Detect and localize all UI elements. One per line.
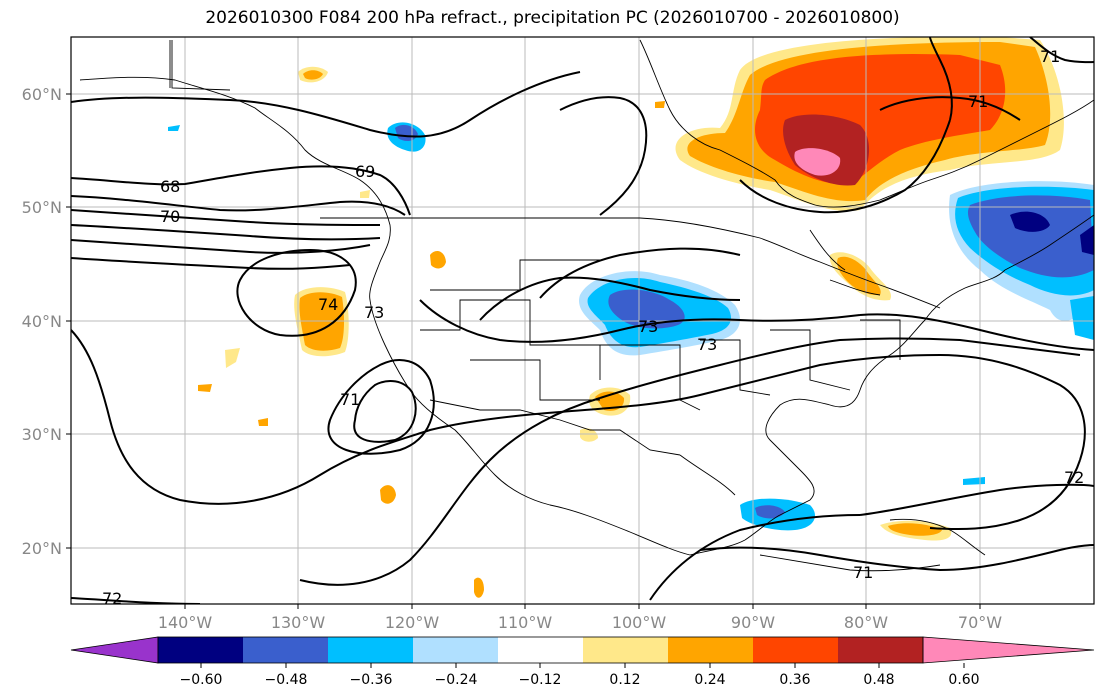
lat-label: 60°N xyxy=(22,85,62,104)
lon-label: 140°W xyxy=(158,613,213,632)
contour-labels: 68 69 70 71 71 71 71 72 72 73 73 73 74 xyxy=(102,47,1084,608)
colorbar: −0.60 −0.48 −0.36 −0.24 −0.12 0.12 0.24 … xyxy=(70,636,1095,688)
colorbar-segment xyxy=(838,637,923,663)
gridlines xyxy=(71,37,1094,604)
contour-label: 72 xyxy=(102,589,122,608)
positive-anomaly-canada xyxy=(675,37,1064,211)
contour-label: 74 xyxy=(318,295,338,314)
contour-label: 68 xyxy=(160,177,180,196)
negative-anomaly-northeast xyxy=(949,181,1094,340)
colorbar-segment xyxy=(243,637,328,663)
colorbar-segment xyxy=(498,637,583,663)
colorbar-arrow-left xyxy=(70,636,159,664)
lon-label: 70°W xyxy=(958,613,1002,632)
chart-title: 2026010300 F084 200 hPa refract., precip… xyxy=(205,8,900,28)
colorbar-label: −0.36 xyxy=(350,672,393,688)
refractivity-contours xyxy=(71,37,1094,604)
lon-label: 130°W xyxy=(271,613,326,632)
latitude-labels: 60°N 50°N 40°N 30°N 20°N xyxy=(22,85,62,558)
map-plot-area: 68 69 70 71 71 71 71 72 72 73 73 73 74 xyxy=(71,37,1094,608)
colorbar-segment xyxy=(413,637,498,663)
colorbar-label: −0.12 xyxy=(519,672,562,688)
lat-label: 40°N xyxy=(22,312,62,331)
colorbar-label: −0.24 xyxy=(435,672,478,688)
contour-label: 71 xyxy=(1040,47,1060,66)
colorbar-label: 0.24 xyxy=(694,672,725,688)
contour-label: 69 xyxy=(355,162,375,181)
contour-label: 71 xyxy=(853,563,873,582)
colorbar-label: 0.48 xyxy=(863,672,894,688)
colorbar-label: 0.60 xyxy=(948,672,979,688)
lat-label: 30°N xyxy=(22,425,62,444)
colorbar-label: −0.60 xyxy=(180,672,223,688)
colorbar-segment xyxy=(328,637,413,663)
lat-label: 50°N xyxy=(22,198,62,217)
colorbar-label: 0.36 xyxy=(779,672,810,688)
contour-label: 70 xyxy=(160,207,180,226)
lat-label: 20°N xyxy=(22,539,62,558)
colorbar-arrow-right xyxy=(922,636,1095,664)
lon-label: 80°W xyxy=(844,613,888,632)
lon-label: 90°W xyxy=(731,613,775,632)
contour-label: 73 xyxy=(638,317,658,336)
contour-label: 71 xyxy=(968,92,988,111)
colorbar-segment xyxy=(583,637,668,663)
coastlines xyxy=(79,39,1094,572)
contour-label: 73 xyxy=(364,303,384,322)
colorbar-label: −0.48 xyxy=(265,672,308,688)
colorbar-segment xyxy=(753,637,838,663)
lon-label: 100°W xyxy=(612,613,667,632)
longitude-labels: 140°W 130°W 120°W 110°W 100°W 90°W 80°W … xyxy=(158,613,1002,632)
lon-label: 120°W xyxy=(385,613,440,632)
contour-label: 72 xyxy=(1064,468,1084,487)
colorbar-segment xyxy=(668,637,753,663)
colorbar-segment xyxy=(158,637,243,663)
colorbar-label: 0.12 xyxy=(609,672,640,688)
axis-ticks xyxy=(66,93,981,609)
contour-label: 71 xyxy=(340,390,360,409)
contour-label: 73 xyxy=(697,335,717,354)
lon-label: 110°W xyxy=(498,613,553,632)
